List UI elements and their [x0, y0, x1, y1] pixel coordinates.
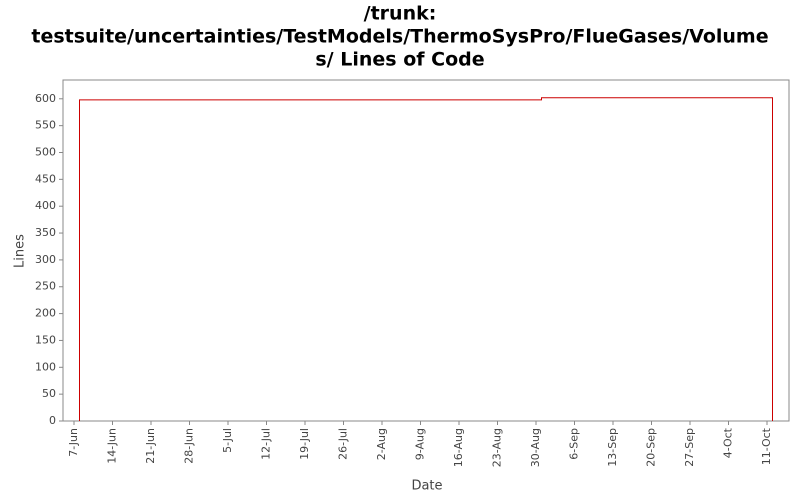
x-axis-label: Date: [411, 479, 442, 494]
x-tick-label: 13-Sep: [606, 428, 619, 467]
x-tick-label: 2-Aug: [375, 428, 388, 460]
y-tick-label: 100: [35, 360, 56, 373]
x-tick-label: 27-Sep: [683, 428, 696, 467]
y-tick-label: 300: [35, 253, 56, 266]
x-tick-label: 6-Sep: [568, 428, 581, 460]
y-tick-label: 550: [35, 119, 56, 132]
x-tick-label: 12-Jul: [260, 428, 273, 460]
y-tick-label: 200: [35, 307, 56, 320]
x-tick-label: 19-Jul: [298, 428, 311, 460]
x-tick-label: 21-Jun: [144, 428, 157, 464]
y-tick-label: 150: [35, 333, 56, 346]
chart-title: s/ Lines of Code: [315, 49, 484, 71]
y-tick-label: 600: [35, 92, 56, 105]
chart-title: testsuite/uncertainties/TestModels/Therm…: [31, 26, 768, 48]
plot-area: [62, 79, 790, 422]
y-tick-label: 500: [35, 145, 56, 158]
y-axis-label: Lines: [13, 234, 28, 268]
x-tick-label: 28-Jun: [183, 428, 196, 464]
y-tick-label: 250: [35, 280, 56, 293]
x-tick-label: 14-Jun: [106, 428, 119, 464]
x-tick-label: 5-Jul: [221, 428, 234, 453]
x-tick-label: 9-Aug: [414, 428, 427, 460]
y-tick-label: 0: [49, 414, 56, 427]
x-tick-label: 16-Aug: [452, 428, 465, 467]
x-tick-label: 26-Jul: [337, 428, 350, 460]
chart-title: /trunk:: [364, 3, 437, 25]
line: [79, 97, 773, 421]
y-tick-label: 50: [42, 387, 56, 400]
x-tick-label: 4-Oct: [722, 427, 735, 458]
x-tick-label: 30-Aug: [529, 428, 542, 467]
x-tick-label: 7-Jun: [67, 428, 80, 457]
x-tick-label: 20-Sep: [645, 428, 658, 467]
x-tick-label: 23-Aug: [491, 428, 504, 467]
y-tick-label: 450: [35, 172, 56, 185]
x-tick-label: 11-Oct: [760, 427, 773, 465]
y-tick-label: 350: [35, 226, 56, 239]
y-tick-label: 400: [35, 199, 56, 212]
